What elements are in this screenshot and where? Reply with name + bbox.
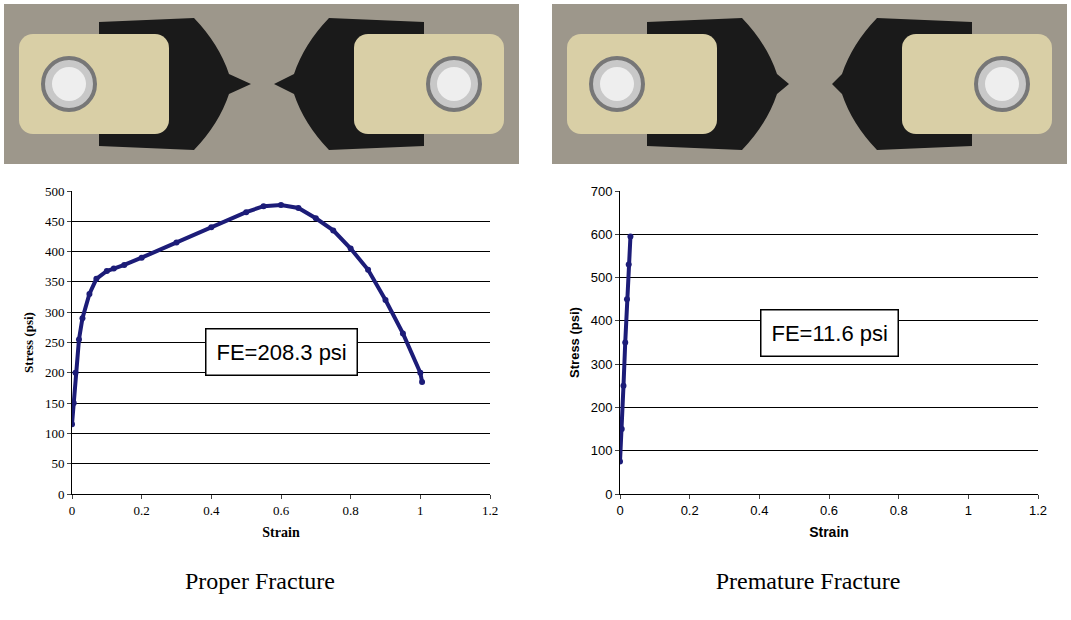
svg-text:100: 100 — [45, 426, 65, 441]
svg-text:Stress (psi): Stress (psi) — [21, 312, 36, 373]
svg-text:1: 1 — [417, 503, 424, 518]
svg-text:0.8: 0.8 — [343, 503, 359, 518]
svg-text:1.2: 1.2 — [482, 503, 498, 518]
svg-text:250: 250 — [45, 335, 65, 350]
svg-text:FE=11.6 psi: FE=11.6 psi — [772, 321, 888, 346]
svg-text:500: 500 — [45, 184, 65, 199]
svg-text:0: 0 — [605, 487, 612, 502]
svg-text:0: 0 — [58, 487, 65, 502]
svg-text:700: 700 — [591, 184, 613, 199]
svg-text:0: 0 — [616, 503, 623, 518]
svg-text:350: 350 — [45, 274, 65, 289]
svg-text:100: 100 — [591, 443, 613, 458]
svg-text:0.6: 0.6 — [273, 503, 290, 518]
svg-text:0.6: 0.6 — [820, 503, 838, 518]
svg-text:300: 300 — [45, 305, 65, 320]
svg-text:1: 1 — [965, 503, 972, 518]
svg-text:Strain: Strain — [809, 524, 849, 540]
svg-text:50: 50 — [51, 456, 64, 471]
svg-text:0.4: 0.4 — [750, 503, 768, 518]
svg-text:150: 150 — [45, 396, 65, 411]
svg-text:0.2: 0.2 — [681, 503, 699, 518]
svg-text:1.2: 1.2 — [1029, 503, 1047, 518]
html-text:Premature Fracture: Premature Fracture — [715, 568, 901, 594]
svg-text:400: 400 — [591, 313, 613, 328]
svg-text:200: 200 — [45, 365, 65, 380]
svg-text:300: 300 — [591, 357, 613, 372]
svg-text:500: 500 — [591, 270, 613, 285]
svg-text:Stress (psi): Stress (psi) — [567, 307, 582, 378]
svg-text:Strain: Strain — [262, 525, 300, 540]
svg-text:0.2: 0.2 — [134, 503, 150, 518]
svg-text:0.8: 0.8 — [890, 503, 908, 518]
svg-text:200: 200 — [591, 400, 613, 415]
svg-text:FE=208.3 psi: FE=208.3 psi — [217, 340, 347, 365]
svg-text:450: 450 — [45, 214, 65, 229]
svg-text:0: 0 — [69, 503, 76, 518]
svg-text:600: 600 — [591, 227, 613, 242]
html-text:Proper Fracture: Proper Fracture — [185, 568, 335, 594]
svg-text:0.4: 0.4 — [203, 503, 220, 518]
svg-text:400: 400 — [45, 244, 65, 259]
